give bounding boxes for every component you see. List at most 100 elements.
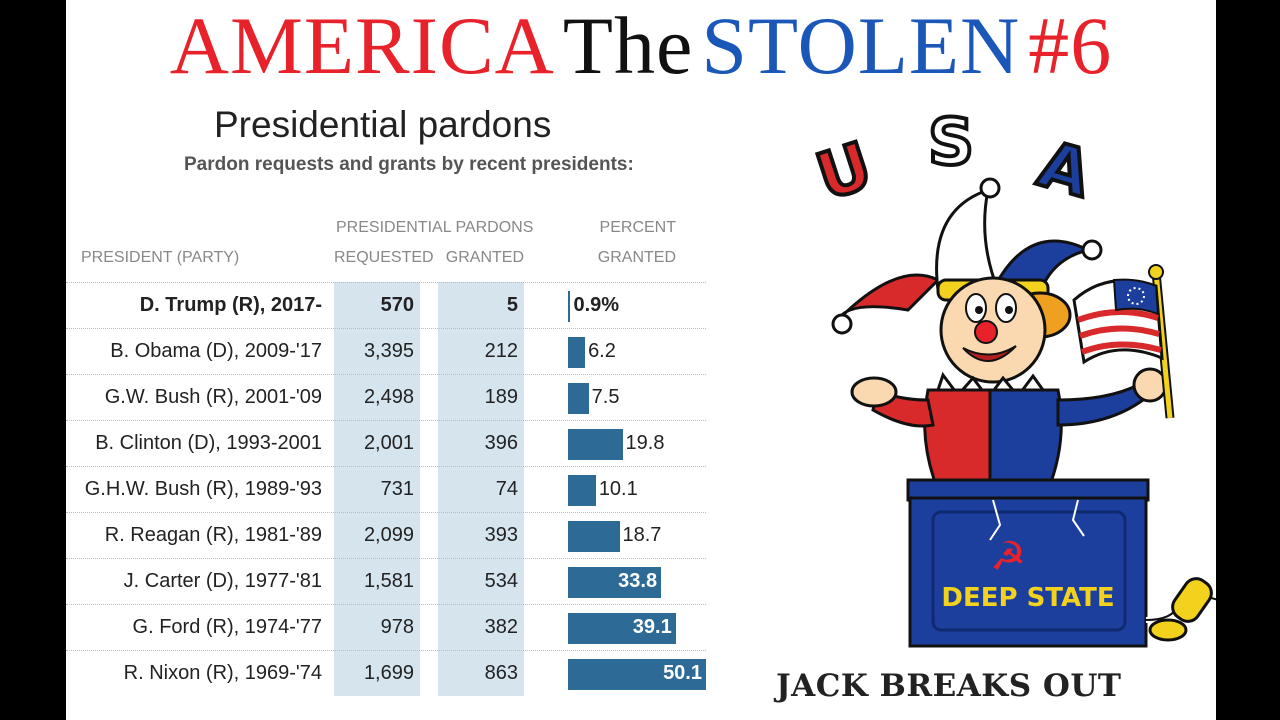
headline-stolen: STOLEN — [701, 0, 1021, 91]
percent-bar — [568, 429, 623, 460]
hat-left — [836, 273, 941, 322]
percent-bar — [568, 337, 586, 368]
row-divider — [66, 512, 706, 513]
granted-value: 863 — [484, 662, 518, 684]
percent-bar — [568, 659, 706, 690]
flag-stars — [1127, 287, 1145, 305]
headline-america: AMERICA — [169, 0, 555, 91]
flag-stripe-1 — [1076, 309, 1159, 323]
row-divider — [66, 466, 706, 467]
row-divider — [66, 558, 706, 559]
percent-label: 18.7 — [622, 524, 662, 546]
president-name: J. Carter (D), 1977-'81 — [123, 570, 322, 592]
table-row: B. Obama (D), 2009-'17 3,395 212 6.2 — [66, 328, 706, 374]
body-right — [988, 388, 1063, 492]
requested-value: 1,581 — [363, 570, 414, 592]
footer-caption: JACK BREAKS OUT — [776, 668, 1122, 704]
box-crack — [989, 499, 1085, 541]
percent-bar — [568, 475, 596, 506]
row-divider — [66, 420, 706, 421]
requested-column-band — [334, 282, 420, 696]
table-row: D. Trump (R), 2017- 570 5 0.9% — [66, 282, 706, 328]
president-name: D. Trump (R), 2017- — [139, 294, 322, 316]
president-name: B. Obama (D), 2009-'17 — [110, 340, 322, 362]
table-row: R. Nixon (R), 1969-'74 1,699 863 50.1 — [66, 650, 706, 696]
row-divider — [66, 374, 706, 375]
pupil-right — [1005, 306, 1013, 314]
hat-center — [935, 187, 1001, 292]
jester-illustration: U S A — [806, 104, 1216, 648]
granted-value: 189 — [484, 386, 518, 408]
header-granted: GRANTED — [445, 249, 524, 266]
header-percent: PERCENT — [599, 219, 676, 236]
percent-label: 0.9% — [573, 294, 620, 316]
president-name: G.H.W. Bush (R), 1989-'93 — [84, 478, 322, 500]
percent-label: 39.1 — [632, 616, 672, 638]
requested-value: 2,001 — [363, 432, 414, 454]
requested-value: 2,099 — [363, 524, 414, 546]
crank-handle — [1171, 577, 1213, 623]
hammer-sickle-icon: ☭ — [990, 534, 1026, 580]
chart-title: Presidential pardons — [214, 104, 552, 145]
requested-value: 2,498 — [363, 386, 414, 408]
letter-s: S — [928, 106, 974, 180]
mouth — [962, 345, 1017, 362]
pardons-table: PRESIDENT (PARTY) PRESIDENTIAL PARDONS R… — [66, 210, 716, 700]
requested-value: 3,395 — [363, 340, 414, 362]
percent-label: 6.2 — [588, 340, 616, 362]
header-percent-granted: GRANTED — [597, 249, 676, 266]
deep-state-box — [908, 496, 1148, 648]
hat-pompom-left — [831, 313, 853, 335]
row-divider — [66, 650, 706, 651]
nose — [974, 320, 998, 344]
granted-column-band — [438, 282, 524, 696]
percent-label: 50.1 — [663, 662, 702, 684]
table-row: B. Clinton (D), 1993-2001 2,001 396 19.8 — [66, 420, 706, 466]
requested-value: 1,699 — [363, 662, 414, 684]
percent-bar — [568, 291, 571, 322]
arm-right — [1056, 382, 1145, 427]
header-president: PRESIDENT (PARTY) — [81, 249, 240, 266]
percent-label: 10.1 — [598, 478, 638, 500]
requested-value: 570 — [380, 294, 414, 316]
pupil-left — [975, 306, 983, 314]
percent-label: 7.5 — [591, 386, 620, 408]
percent-bar — [568, 613, 676, 644]
percent-bar — [568, 567, 662, 598]
flag-stripe-3 — [1080, 341, 1162, 355]
row-divider — [66, 328, 706, 329]
granted-value: 382 — [484, 616, 518, 638]
granted-value: 74 — [495, 478, 518, 500]
percent-label: 19.8 — [625, 432, 665, 454]
row-divider — [66, 282, 706, 283]
table-row: R. Reagan (R), 1981-'89 2,099 393 18.7 — [66, 512, 706, 558]
hand-left — [850, 376, 898, 408]
granted-value: 5 — [506, 294, 518, 316]
letter-a: A — [1031, 128, 1099, 213]
box-panel — [931, 510, 1127, 632]
flag-stripe-2 — [1078, 325, 1160, 339]
deep-state-label: DEEP STATE — [941, 583, 1114, 613]
granted-value: 396 — [484, 432, 518, 454]
row-divider — [66, 604, 706, 605]
headline: AMERICATheSTOLEN#6 — [66, 0, 1216, 94]
table-row: G. Ford (R), 1974-'77 978 382 39.1 — [66, 604, 706, 650]
granted-value: 393 — [484, 524, 518, 546]
video-frame: AMERICATheSTOLEN#6 Presidential pardons … — [66, 0, 1216, 720]
requested-value: 978 — [380, 616, 414, 638]
table-row: G.H.W. Bush (R), 1989-'93 731 74 10.1 — [66, 466, 706, 512]
president-name: B. Clinton (D), 1993-2001 — [95, 432, 322, 454]
flag-pole-top — [1148, 264, 1164, 280]
percent-bar — [568, 521, 620, 552]
percent-label: 33.8 — [618, 570, 658, 592]
letter-u: U — [808, 129, 880, 215]
hat-pompom-center — [979, 177, 1001, 199]
granted-value: 534 — [484, 570, 518, 592]
requested-value: 731 — [380, 478, 414, 500]
president-name: G.W. Bush (R), 2001-'09 — [104, 386, 322, 408]
granted-value: 212 — [484, 340, 518, 362]
president-name: G. Ford (R), 1974-'77 — [132, 616, 322, 638]
header-requested: REQUESTED — [334, 249, 434, 266]
crank-base — [1148, 618, 1188, 642]
president-name: R. Nixon (R), 1969-'74 — [123, 662, 322, 684]
